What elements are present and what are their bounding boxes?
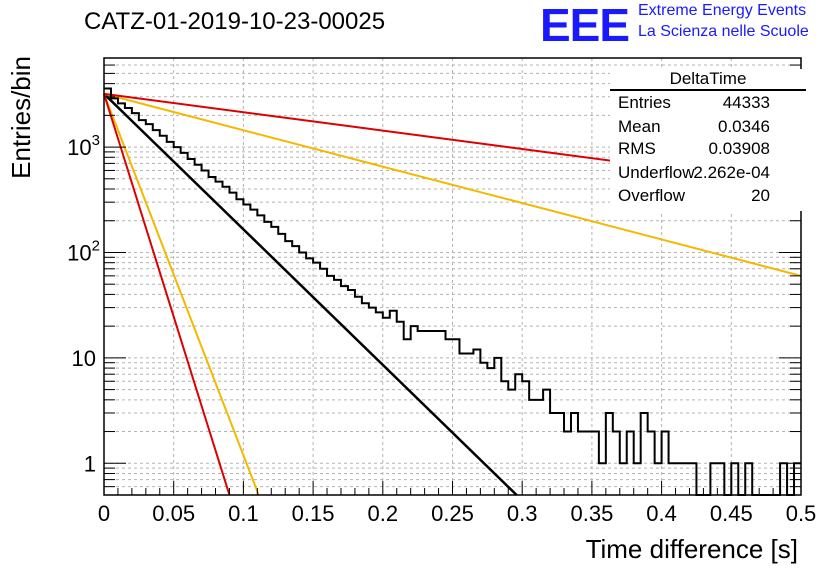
- fit-line: [103, 92, 518, 496]
- histogram: [104, 87, 801, 496]
- x-tick-label: 0: [98, 501, 110, 526]
- chart-title: CATZ-01-2019-10-23-00025: [84, 8, 386, 35]
- x-tick-label: 0.25: [431, 501, 474, 526]
- y-tick-label: 1: [84, 451, 96, 476]
- stats-value: 20: [751, 186, 770, 205]
- logo-line-1: Extreme Energy Events: [638, 2, 807, 19]
- stats-label: Underflow: [618, 163, 695, 182]
- y-tick-label: 103: [67, 132, 100, 160]
- stats-label: Overflow: [618, 186, 686, 205]
- y-tick-label: 10: [72, 346, 96, 371]
- x-tick-label: 0.15: [292, 501, 335, 526]
- x-tick-label: 0.45: [710, 501, 753, 526]
- x-tick-labels: 0 0.05 0.1 0.15 0.2 0.25 0.3 0.35 0.4 0.45 0.5: [98, 501, 816, 526]
- stats-value: 2.262e-04: [693, 163, 770, 182]
- stats-value: 0.03908: [708, 139, 770, 158]
- stats-label: Mean: [618, 117, 661, 136]
- fit-orange-steep-line: [103, 93, 260, 496]
- y-axis-label: Entries/bin: [6, 56, 36, 179]
- stats-label: Entries: [618, 93, 671, 112]
- histogram-step-line: [104, 87, 801, 496]
- x-tick-label: 0.35: [570, 501, 613, 526]
- x-tick-label: 0.05: [152, 501, 195, 526]
- eee-logo: EEE: [540, 0, 630, 51]
- fit-red-steep-line: [103, 93, 231, 496]
- x-tick-label: 0.5: [786, 501, 817, 526]
- x-tick-label: 0.3: [507, 501, 538, 526]
- x-tick-label: 0.1: [228, 501, 259, 526]
- stats-title: DeltaTime: [669, 69, 747, 88]
- y-tick-labels: 1 10 102 103: [67, 132, 100, 476]
- stats-box: DeltaTime Entries 44333 Mean 0.0346 RMS …: [610, 69, 806, 211]
- logo-line-2: La Scienza nelle Scuole: [638, 23, 809, 40]
- stats-divider: [610, 89, 806, 91]
- stats-value: 0.0346: [718, 117, 770, 136]
- x-axis-label: Time difference [s]: [586, 534, 798, 564]
- stats-value: 44333: [722, 93, 770, 112]
- y-tick-label: 102: [67, 237, 100, 265]
- fit-orange-shallow-line: [103, 92, 802, 277]
- stats-label: RMS: [618, 139, 656, 158]
- x-tick-label: 0.4: [646, 501, 677, 526]
- x-tick-label: 0.2: [368, 501, 399, 526]
